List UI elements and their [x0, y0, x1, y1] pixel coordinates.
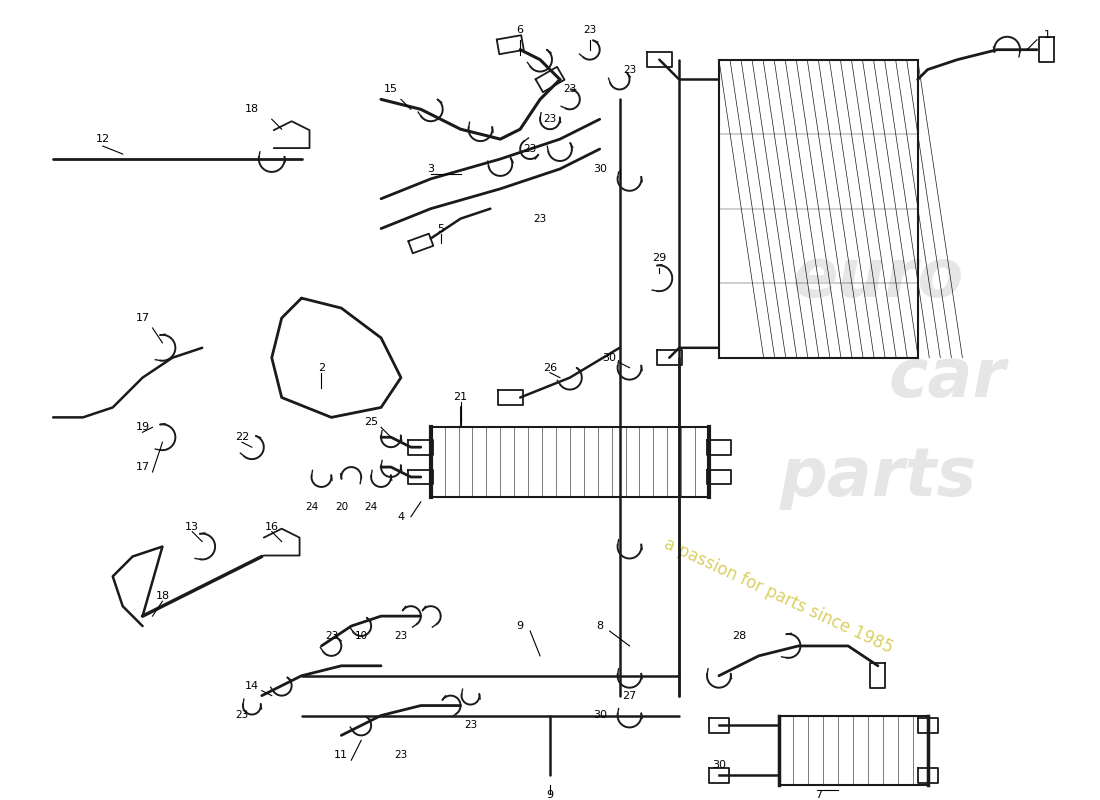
Bar: [719, 60, 917, 358]
Text: 8: 8: [596, 621, 603, 631]
Text: 13: 13: [185, 522, 199, 532]
Text: 29: 29: [652, 254, 667, 263]
Bar: [431, 427, 710, 497]
Text: 3: 3: [427, 164, 434, 174]
Text: a passion for parts since 1985: a passion for parts since 1985: [661, 535, 896, 658]
Text: 23: 23: [543, 114, 557, 124]
Text: 6: 6: [517, 25, 524, 35]
Text: 14: 14: [245, 681, 258, 690]
Text: 17: 17: [135, 313, 150, 323]
Text: 17: 17: [135, 462, 150, 472]
Text: 15: 15: [384, 85, 398, 94]
Text: 4: 4: [397, 512, 405, 522]
Text: 23: 23: [235, 710, 249, 721]
Text: 23: 23: [623, 65, 636, 74]
Text: 24: 24: [305, 502, 318, 512]
Text: 11: 11: [334, 750, 349, 760]
Bar: [779, 715, 927, 785]
Text: parts: parts: [780, 444, 977, 510]
Text: 23: 23: [394, 750, 408, 760]
Text: 23: 23: [563, 85, 576, 94]
Text: 27: 27: [623, 690, 637, 701]
Text: 10: 10: [354, 631, 367, 641]
Text: 23: 23: [464, 721, 477, 730]
Text: 21: 21: [453, 393, 468, 402]
Text: 12: 12: [96, 134, 110, 144]
Text: 7: 7: [815, 790, 822, 800]
Text: 30: 30: [712, 760, 726, 770]
Text: 23: 23: [583, 25, 596, 35]
Text: 9: 9: [517, 621, 524, 631]
Text: 22: 22: [234, 432, 249, 442]
Text: 2: 2: [318, 362, 324, 373]
Text: car: car: [889, 345, 1006, 410]
Text: 9: 9: [547, 790, 553, 800]
Text: 25: 25: [364, 418, 378, 427]
Text: 30: 30: [603, 353, 617, 362]
Text: 18: 18: [245, 104, 258, 114]
Text: 20: 20: [334, 502, 348, 512]
Text: 26: 26: [543, 362, 557, 373]
Text: 18: 18: [155, 591, 169, 602]
Text: 30: 30: [593, 710, 607, 721]
Text: 24: 24: [364, 502, 377, 512]
Text: 23: 23: [524, 144, 537, 154]
Text: 30: 30: [593, 164, 607, 174]
Text: 16: 16: [265, 522, 278, 532]
Text: 5: 5: [437, 223, 444, 234]
Text: 19: 19: [135, 422, 150, 432]
Text: 1: 1: [1044, 30, 1050, 40]
Text: euro: euro: [792, 246, 964, 311]
Text: 23: 23: [394, 631, 408, 641]
Text: 23: 23: [534, 214, 547, 224]
Text: 28: 28: [732, 631, 746, 641]
Text: 23: 23: [324, 631, 338, 641]
